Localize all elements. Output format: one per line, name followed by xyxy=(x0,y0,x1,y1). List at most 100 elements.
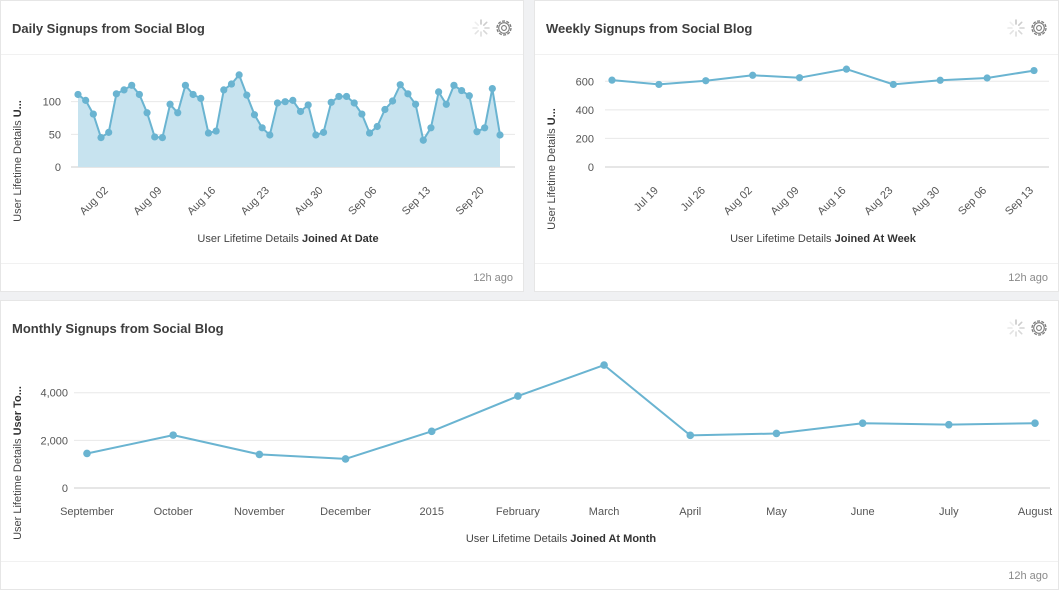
data-point xyxy=(342,92,351,101)
data-point xyxy=(889,80,897,89)
tile-icons xyxy=(1006,17,1050,39)
x-tick-label: Sep 06 xyxy=(346,185,379,218)
data-point xyxy=(1030,66,1038,75)
data-point xyxy=(243,91,251,99)
data-point xyxy=(442,100,450,108)
x-tick-label: 2015 xyxy=(419,506,443,518)
gear-icon[interactable] xyxy=(1031,20,1047,36)
loading-spinner-icon xyxy=(1007,319,1025,337)
x-tick-label: December xyxy=(320,506,371,518)
data-point xyxy=(128,81,136,89)
data-point xyxy=(220,86,228,94)
data-point xyxy=(496,131,504,139)
x-axis-title-bold: Joined At Date xyxy=(302,233,379,245)
data-point xyxy=(235,71,243,79)
data-point xyxy=(514,392,522,400)
data-point xyxy=(296,107,305,116)
data-point xyxy=(600,361,608,369)
tile-timestamp: 12h ago xyxy=(1008,570,1048,582)
data-point xyxy=(83,449,91,458)
data-point xyxy=(427,124,435,132)
loading-spinner-icon xyxy=(1007,19,1025,37)
x-tick-label: Sep 13 xyxy=(1003,185,1036,218)
x-tick-label: Sep 13 xyxy=(400,185,433,218)
x-tick-label: July xyxy=(939,506,959,518)
data-point xyxy=(120,86,128,94)
data-point xyxy=(166,100,174,108)
data-point xyxy=(858,419,867,428)
tile-title: Daily Signups from Social Blog xyxy=(12,21,205,36)
data-point xyxy=(335,92,343,101)
x-tick-label: Aug 23 xyxy=(239,185,272,218)
y-tick-label: 2,000 xyxy=(40,435,68,447)
loading-spinner-icon xyxy=(472,19,490,37)
x-tick-label: June xyxy=(851,506,875,518)
x-tick-label: May xyxy=(766,506,787,518)
daily-signups-tile: Daily Signups from Social Blog 0 50 100 Aug… xyxy=(0,0,524,292)
data-point xyxy=(266,131,274,139)
data-point xyxy=(273,99,282,107)
data-point xyxy=(97,134,105,142)
gear-icon[interactable] xyxy=(1031,320,1047,336)
x-tick-label: March xyxy=(589,506,620,518)
data-point xyxy=(319,128,328,136)
x-tick-label: Aug 16 xyxy=(185,185,218,218)
tile-timestamp: 12h ago xyxy=(1008,272,1048,284)
data-point xyxy=(608,76,616,84)
data-point xyxy=(388,97,397,105)
data-point xyxy=(983,74,991,82)
data-point xyxy=(481,124,489,132)
x-tick-label: Aug 30 xyxy=(293,185,326,218)
x-tick-label: Aug 02 xyxy=(722,185,755,218)
data-point xyxy=(250,111,259,119)
data-point xyxy=(358,110,366,118)
x-axis-title-prefix: User Lifetime Details xyxy=(466,533,571,545)
data-point xyxy=(396,81,404,89)
data-point xyxy=(169,431,177,439)
x-tick-label: Aug 30 xyxy=(909,185,942,218)
x-tick-label: Aug 02 xyxy=(78,185,111,218)
x-tick-label: Aug 09 xyxy=(131,185,164,218)
data-point xyxy=(350,99,358,107)
tile-header-divider xyxy=(1,54,523,55)
y-tick-label: 0 xyxy=(62,483,68,495)
gear-icon[interactable] xyxy=(496,20,512,36)
y-tick-label: 4,000 xyxy=(40,388,68,400)
data-point xyxy=(174,109,182,117)
x-tick-label: Aug 23 xyxy=(862,185,895,218)
data-point xyxy=(281,98,289,106)
data-point xyxy=(197,94,205,102)
tile-timestamp: 12h ago xyxy=(473,272,513,284)
y-axis-title: User Lifetime Details U... xyxy=(12,100,24,222)
data-point xyxy=(158,134,166,142)
data-point xyxy=(373,122,381,131)
x-tick-label: August xyxy=(1018,506,1052,518)
data-point xyxy=(89,110,97,118)
data-point xyxy=(702,77,710,85)
tile-title: Monthly Signups from Social Blog xyxy=(12,321,224,336)
data-point xyxy=(227,80,236,88)
y-tick-label: 50 xyxy=(49,129,61,141)
tile-title: Weekly Signups from Social Blog xyxy=(546,21,753,36)
x-tick-label: Sep 20 xyxy=(454,185,487,218)
y-axis-title: User Lifetime Details U... xyxy=(546,108,558,230)
data-point xyxy=(74,90,82,99)
data-point xyxy=(289,96,297,104)
x-tick-label: Jul 26 xyxy=(679,185,708,214)
x-tick-label: February xyxy=(496,506,541,518)
data-point xyxy=(795,74,804,82)
x-axis-title-bold: Joined At Month xyxy=(570,533,656,545)
area-fill xyxy=(78,74,500,167)
data-point xyxy=(435,88,443,96)
x-axis-title-prefix: User Lifetime Details xyxy=(197,233,302,245)
y-tick-label: 0 xyxy=(55,162,61,174)
x-tick-label: September xyxy=(60,506,114,518)
data-point xyxy=(381,105,389,114)
y-tick-label: 200 xyxy=(576,133,594,145)
data-point xyxy=(135,90,143,99)
data-point xyxy=(427,427,436,436)
y-axis-title-bold: U... xyxy=(546,108,558,125)
data-point xyxy=(450,81,458,89)
data-point xyxy=(181,81,190,89)
x-tick-label: Aug 16 xyxy=(815,185,848,218)
